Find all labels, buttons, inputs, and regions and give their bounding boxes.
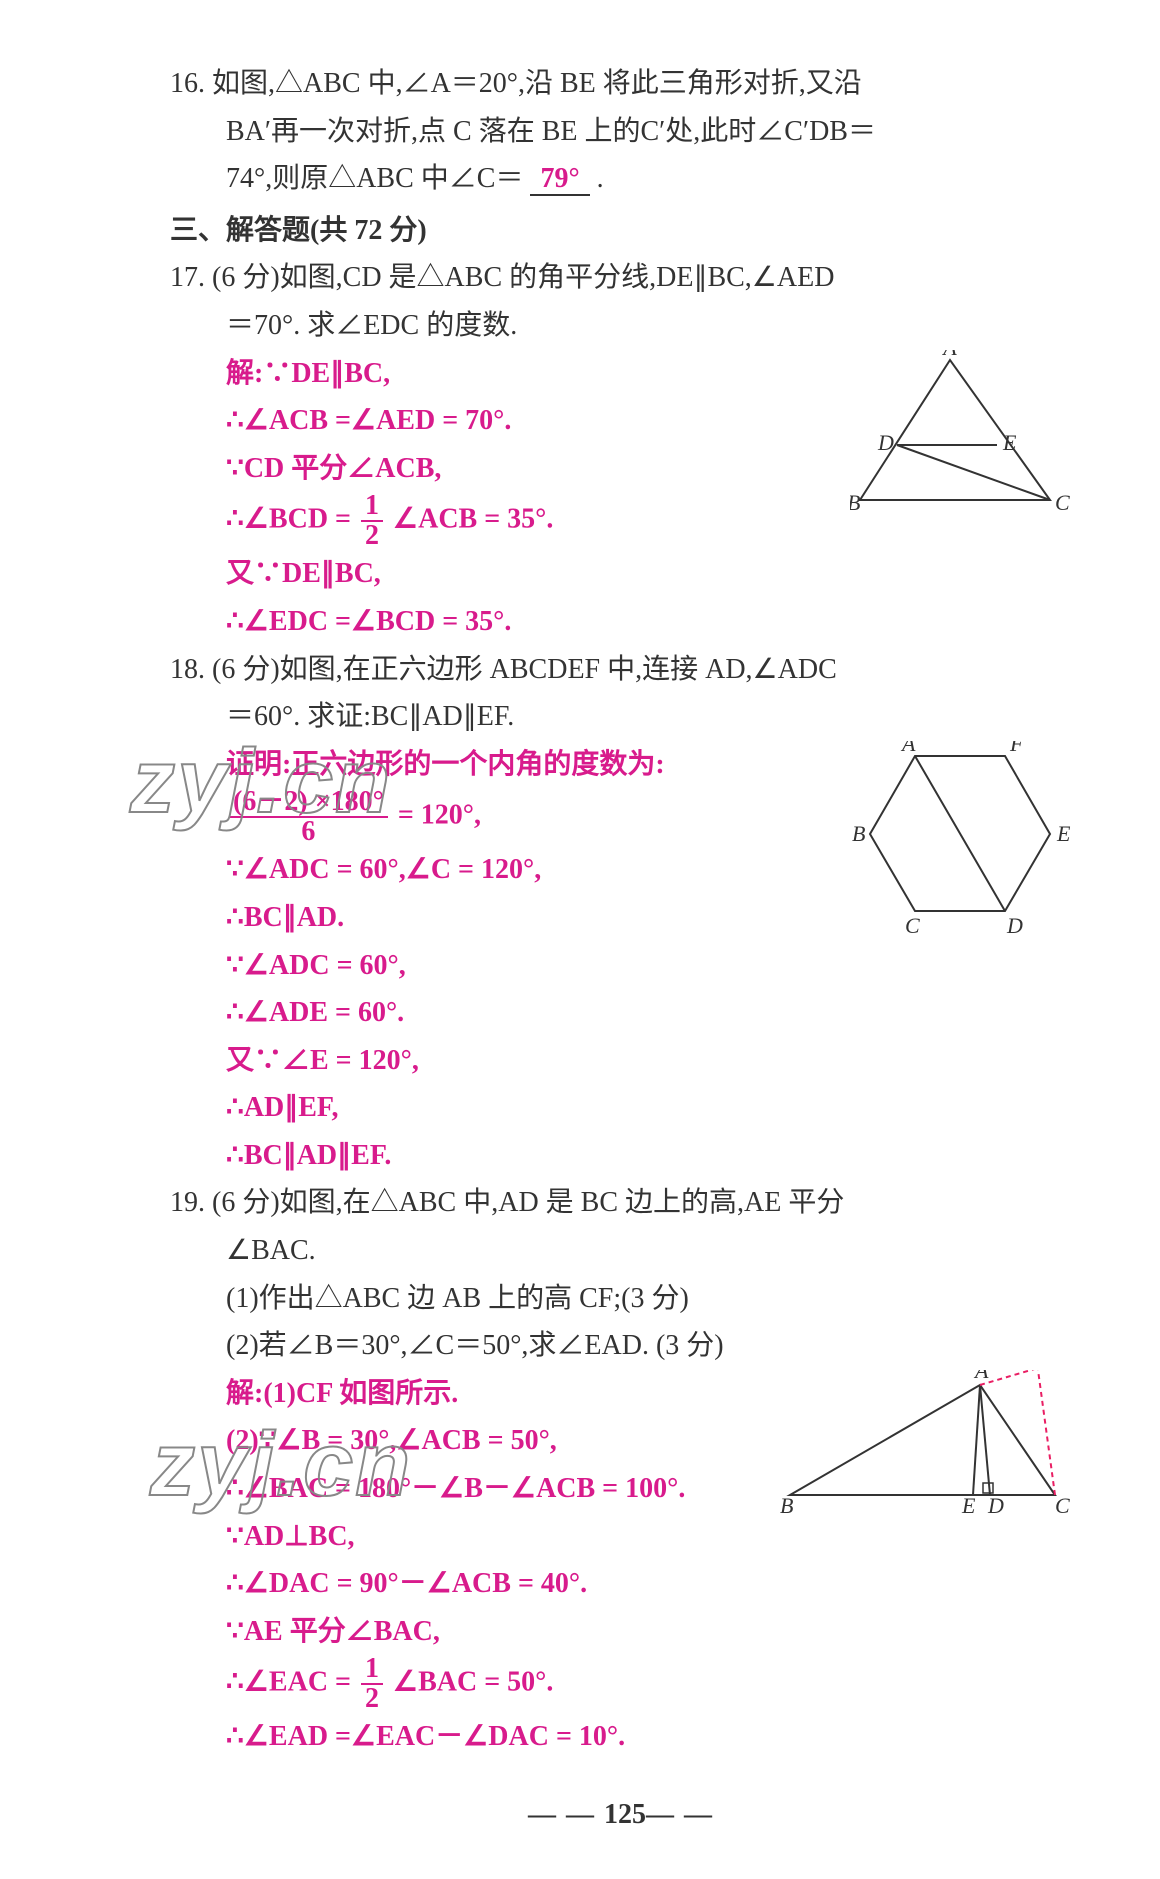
svg-text:B: B bbox=[850, 490, 860, 515]
q19-diagram: A B C E D F bbox=[780, 1370, 1080, 1520]
q18-prompt1: 18. (6 分)如图,在正六边形 ABCDEF 中,连接 AD,∠ADC bbox=[170, 646, 1080, 694]
svg-text:B: B bbox=[852, 821, 865, 846]
q18: 18. (6 分)如图,在正六边形 ABCDEF 中,连接 AD,∠ADC ＝6… bbox=[170, 646, 1080, 1180]
q19-sub2: (2)若∠B＝30°,∠C＝50°,求∠EAD. (3 分) bbox=[170, 1322, 1080, 1370]
q19-sub1: (1)作出△ABC 边 AB 上的高 CF;(3 分) bbox=[170, 1275, 1080, 1323]
svg-text:A: A bbox=[900, 741, 916, 756]
q17: 17. (6 分)如图,CD 是△ABC 的角平分线,DE∥BC,∠AED ＝7… bbox=[170, 254, 1080, 645]
page-number: ——125—— bbox=[170, 1791, 1080, 1839]
q17-prompt2: ＝70°. 求∠EDC 的度数. bbox=[170, 302, 1080, 350]
q19-prompt2: ∠BAC. bbox=[170, 1227, 1080, 1275]
svg-text:C: C bbox=[1055, 490, 1070, 515]
svg-text:D: D bbox=[987, 1493, 1004, 1518]
q17-sol: 解:∵DE∥BC, bbox=[226, 350, 830, 398]
q17-diagram: A B C D E bbox=[850, 350, 1080, 530]
q16: 16. 如图,△ABC 中,∠A＝20°,沿 BE 将此三角形对折,又沿 BA′… bbox=[170, 60, 1080, 203]
q16-line3: 74°,则原△ABC 中∠C＝ 79° . bbox=[170, 155, 1080, 203]
q18-diagram: A F B E C D bbox=[850, 741, 1080, 941]
q16-line1: 16. 如图,△ABC 中,∠A＝20°,沿 BE 将此三角形对折,又沿 bbox=[170, 60, 1080, 108]
svg-text:F: F bbox=[1044, 1370, 1059, 1373]
svg-text:F: F bbox=[1009, 741, 1024, 756]
section-3-heading: 三、解答题(共 72 分) bbox=[170, 207, 1080, 255]
svg-text:D: D bbox=[877, 430, 894, 455]
svg-text:E: E bbox=[1056, 821, 1071, 846]
svg-text:D: D bbox=[1006, 913, 1023, 938]
svg-text:C: C bbox=[905, 913, 920, 938]
svg-text:B: B bbox=[780, 1493, 793, 1518]
svg-text:A: A bbox=[941, 350, 957, 360]
q19: 19. (6 分)如图,在△ABC 中,AD 是 BC 边上的高,AE 平分 ∠… bbox=[170, 1179, 1080, 1761]
q16-answer: 79° bbox=[530, 163, 589, 196]
q17-prompt1: 17. (6 分)如图,CD 是△ABC 的角平分线,DE∥BC,∠AED bbox=[170, 254, 1080, 302]
svg-text:C: C bbox=[1055, 1493, 1070, 1518]
svg-text:A: A bbox=[973, 1370, 989, 1383]
svg-text:E: E bbox=[961, 1493, 976, 1518]
q18-prompt2: ＝60°. 求证:BC∥AD∥EF. bbox=[170, 693, 1080, 741]
svg-text:E: E bbox=[1002, 430, 1017, 455]
q19-prompt1: 19. (6 分)如图,在△ABC 中,AD 是 BC 边上的高,AE 平分 bbox=[170, 1179, 1080, 1227]
q16-line2: BA′再一次对折,点 C 落在 BE 上的C′处,此时∠C′DB＝ bbox=[170, 108, 1080, 156]
